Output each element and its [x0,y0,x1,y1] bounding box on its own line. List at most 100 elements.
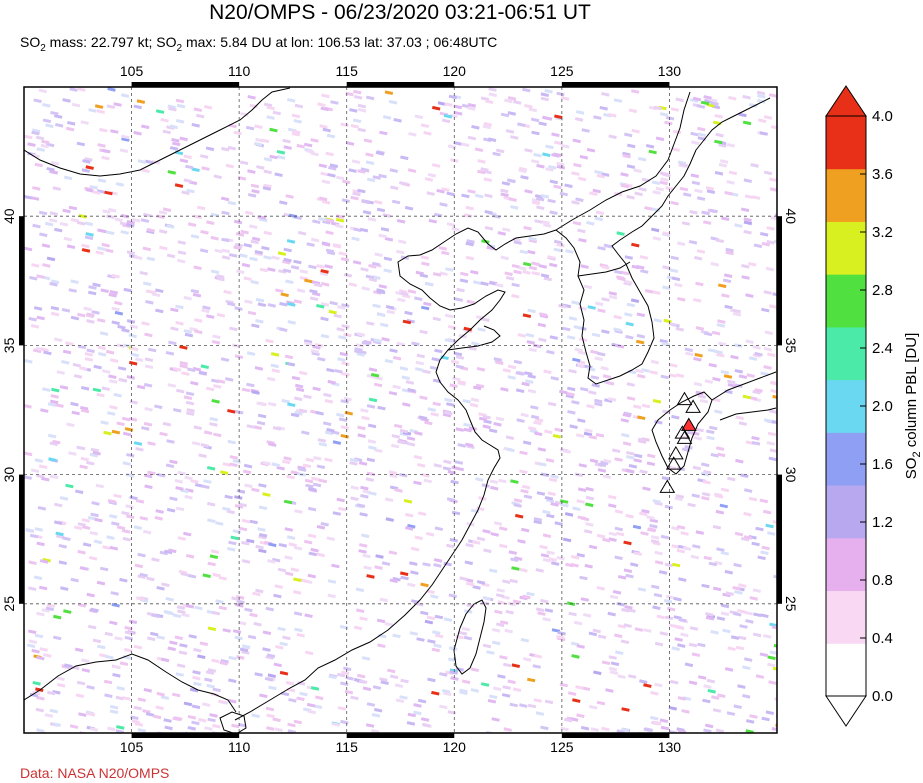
so2-pixel [134,357,144,362]
so2-pixel [691,652,701,657]
so2-pixel [737,609,746,614]
so2-pixel [575,433,585,438]
so2-pixel [697,394,707,399]
so2-pixel [421,722,431,728]
so2-pixel [338,417,348,422]
so2-pixel [217,699,227,705]
so2-pixel [226,301,236,307]
map-subtitle: SO2 mass: 22.797 kt; SO2 max: 5.84 DU at… [20,33,497,58]
colorbar-tick-label: 0.4 [872,630,893,647]
so2-pixel [282,138,291,144]
honshu-coastline [711,371,777,421]
so2-pixel [284,555,293,560]
so2-pixel [751,440,761,446]
so2-pixel [115,695,125,701]
so2-pixel [144,407,153,412]
so2-pixel [36,315,45,321]
so2-pixel [330,100,339,105]
so2-pixel [597,462,607,468]
so2-pixel [522,440,532,446]
so2-pixel [522,87,531,93]
so2-pixel [637,587,647,592]
so2-pixel [36,655,45,661]
so2-pixel [80,120,89,125]
so2-pixel [283,257,292,263]
so2-pixel [109,620,118,626]
so2-pixel [577,487,587,492]
so2-pixel [242,469,252,475]
so2-pixel [316,303,325,309]
so2-pixel [617,674,626,679]
so2-pixel [470,688,480,693]
so2-pixel [531,200,541,206]
so2-pixel [637,415,646,420]
so2-pixel [141,321,150,326]
so2-pixel [721,293,730,298]
so2-pixel [312,386,321,392]
so2-pixel [185,411,195,416]
so2-pixel [32,681,41,686]
so2-pixel [247,634,257,640]
so2-pixel [594,401,603,407]
so2-pixel [432,316,442,322]
so2-pixel [304,650,314,656]
lat-label-right: 25 [783,596,799,612]
so2-pixel [76,221,86,226]
so2-pixel [142,709,151,714]
so2-pixel [488,87,497,92]
so2-pixel [704,98,713,104]
so2-pixel [507,375,516,380]
so2-pixel [590,349,599,355]
so2-pixel [601,297,610,302]
so2-pixel [211,610,221,616]
so2-pixel [177,250,187,255]
so2-pixel [627,674,637,679]
so2-pixel [294,411,303,416]
so2-pixel [709,208,718,214]
so2-pixel [92,190,101,195]
so2-pixel [580,597,590,602]
so2-pixel [624,279,633,285]
so2-pixel [185,400,195,406]
so2-pixel [438,246,448,251]
so2-pixel [545,144,554,150]
so2-pixel [200,230,209,235]
so2-pixel [639,255,649,260]
so2-pixel [234,504,244,509]
so2-pixel [192,366,202,372]
so2-pixel [593,115,602,120]
so2-pixel [410,546,420,552]
so2-pixel [689,626,699,631]
so2-pixel [402,319,412,325]
so2-pixel [759,232,769,237]
so2-pixel [70,315,80,321]
so2-pixel [243,276,252,281]
so2-pixel [207,561,216,567]
so2-pixel [769,381,777,386]
so2-pixel [540,553,550,558]
so2-pixel [768,93,777,98]
so2-pixel [293,611,303,616]
so2-pixel [363,565,372,571]
so2-pixel [317,356,326,362]
so2-pixel [222,506,231,512]
so2-pixel [31,153,40,159]
so2-pixel [296,696,305,702]
so2-pixel [356,503,366,508]
so2-pixel [341,303,350,308]
so2-pixel [254,672,263,677]
so2-pixel [121,416,131,422]
so2-pixel [695,427,704,433]
so2-pixel [449,113,458,119]
so2-pixel [48,457,57,462]
so2-pixel [760,371,769,376]
so2-pixel [87,290,97,296]
so2-pixel [66,422,75,428]
so2-pixel [326,427,335,433]
so2-pixel [82,159,91,164]
so2-pixel [644,727,654,732]
so2-pixel [345,676,354,681]
so2-pixel [769,650,777,655]
frame-band-right [777,216,782,346]
so2-pixel [248,224,258,229]
